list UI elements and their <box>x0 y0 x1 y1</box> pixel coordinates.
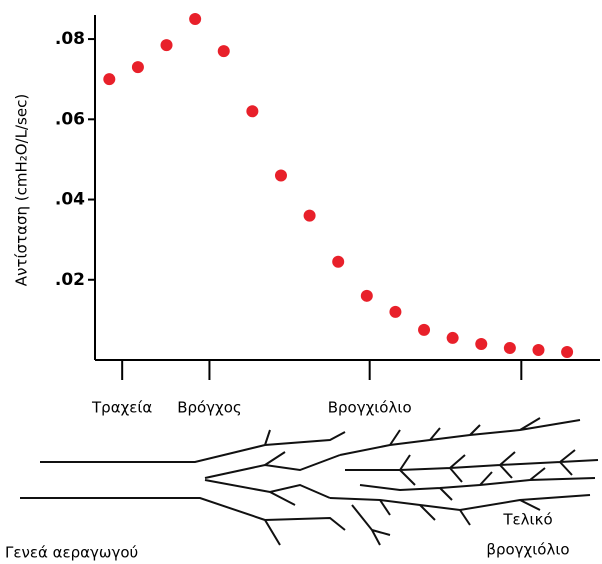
point <box>389 306 401 318</box>
point <box>561 346 573 358</box>
point <box>532 344 544 356</box>
chart: Αντίσταση (cmH₂O/L/sec) Γενεά αεραγωγού … <box>0 0 602 564</box>
y-tick-label: .02 <box>55 270 85 290</box>
x-tick-label: Βρόγχος <box>177 399 242 417</box>
point <box>246 105 258 117</box>
annotation: Γενεά αεραγωγού <box>5 544 138 562</box>
point <box>332 256 344 268</box>
x-tick-label: Βρογχιόλιο <box>328 399 412 417</box>
point <box>447 332 459 344</box>
x-tick-label: Τραχεία <box>91 399 152 417</box>
point <box>103 73 115 85</box>
point <box>304 210 316 222</box>
point <box>161 39 173 51</box>
point <box>189 13 201 25</box>
point <box>418 324 430 336</box>
y-axis-label: Αντίσταση (cmH₂O/L/sec) <box>13 94 31 286</box>
point <box>218 45 230 57</box>
annotation: Τελικό <box>502 511 552 529</box>
point <box>361 290 373 302</box>
y-tick-label: .08 <box>55 29 85 49</box>
point <box>132 61 144 73</box>
annotation: βρογχιόλιο <box>486 541 569 559</box>
y-tick-label: .04 <box>55 190 85 210</box>
point <box>504 342 516 354</box>
y-tick-label: .06 <box>55 109 85 129</box>
point <box>475 338 487 350</box>
point <box>275 169 287 181</box>
